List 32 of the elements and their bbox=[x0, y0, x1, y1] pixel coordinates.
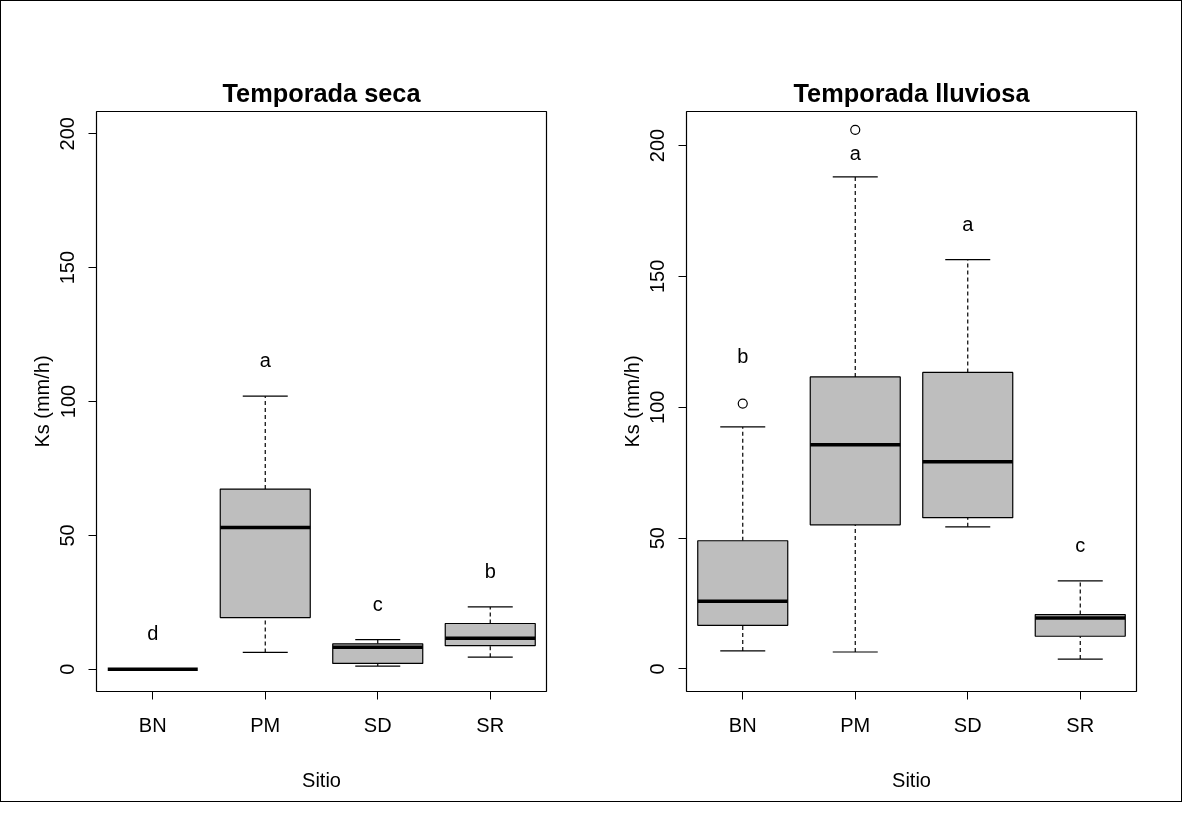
x-tick-label: BN bbox=[138, 713, 167, 736]
x-tick-label: BN bbox=[728, 713, 757, 736]
annotation: b bbox=[737, 344, 749, 367]
annotation: a bbox=[849, 142, 862, 165]
y-tick-label: 150 bbox=[646, 259, 669, 294]
x-tick-label: PM bbox=[840, 713, 871, 736]
x-tick-label: SR bbox=[1066, 713, 1095, 736]
annotation: c bbox=[1075, 533, 1086, 556]
chart-title: Temporada lluviosa bbox=[793, 78, 1031, 107]
y-tick-label: 50 bbox=[56, 524, 79, 547]
chart-title: Temporada seca bbox=[222, 78, 422, 107]
x-axis-title: Sitio bbox=[302, 768, 341, 791]
annotation: a bbox=[962, 212, 975, 235]
y-tick-label: 0 bbox=[56, 663, 79, 675]
y-tick-label: 100 bbox=[646, 390, 669, 424]
y-tick-label: 200 bbox=[646, 128, 669, 163]
annotation: c bbox=[372, 592, 383, 615]
y-axis-title: Ks (mm/h) bbox=[620, 355, 643, 448]
y-tick-label: 150 bbox=[56, 250, 79, 285]
y-tick-label: 100 bbox=[56, 384, 79, 419]
annotation: a bbox=[259, 349, 272, 372]
x-tick-label: SD bbox=[953, 713, 982, 736]
annotation: b bbox=[484, 559, 496, 582]
y-tick-label: 200 bbox=[56, 117, 79, 151]
y-axis-title: Ks (mm/h) bbox=[30, 355, 53, 448]
y-tick-label: 0 bbox=[646, 663, 669, 675]
y-tick-label: 50 bbox=[646, 527, 669, 550]
x-tick-label: PM bbox=[250, 713, 281, 736]
x-tick-label: SR bbox=[476, 713, 505, 736]
x-tick-label: SD bbox=[363, 713, 392, 736]
annotation: d bbox=[147, 622, 159, 645]
x-axis-title: Sitio bbox=[892, 768, 931, 791]
